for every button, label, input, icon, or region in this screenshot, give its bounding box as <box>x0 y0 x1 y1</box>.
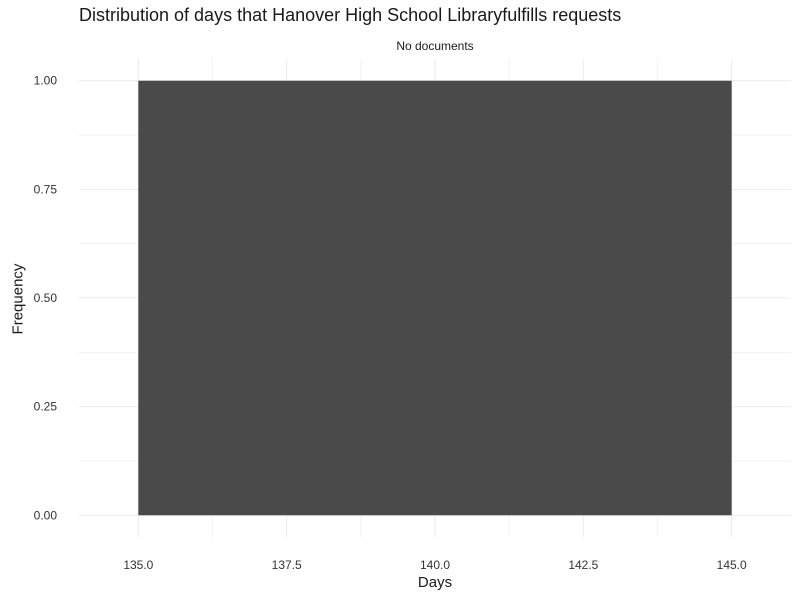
y-tick-label: 0.50 <box>34 291 58 305</box>
tick-labels: 135.0 137.5 140.0 142.5 145.0 0.00 0.25 0.50 0.7… <box>34 74 747 572</box>
x-tick-label: 135.0 <box>123 558 153 572</box>
y-tick-label: 0.00 <box>34 508 58 522</box>
x-tick-label: 145.0 <box>717 558 747 572</box>
x-tick-label: 137.5 <box>272 558 302 572</box>
x-axis-title: Days <box>417 574 453 591</box>
x-tick-label: 142.5 <box>568 558 598 572</box>
bars <box>138 80 732 516</box>
chart-title: Distribution of days that Hanover High S… <box>79 5 622 25</box>
histogram-bar <box>138 80 732 516</box>
y-tick-label: 1.00 <box>34 74 58 88</box>
facet-label: No documents <box>396 39 474 53</box>
x-tick-label: 140.0 <box>420 558 450 572</box>
y-tick-label: 0.25 <box>34 400 58 414</box>
y-tick-label: 0.75 <box>34 182 58 196</box>
